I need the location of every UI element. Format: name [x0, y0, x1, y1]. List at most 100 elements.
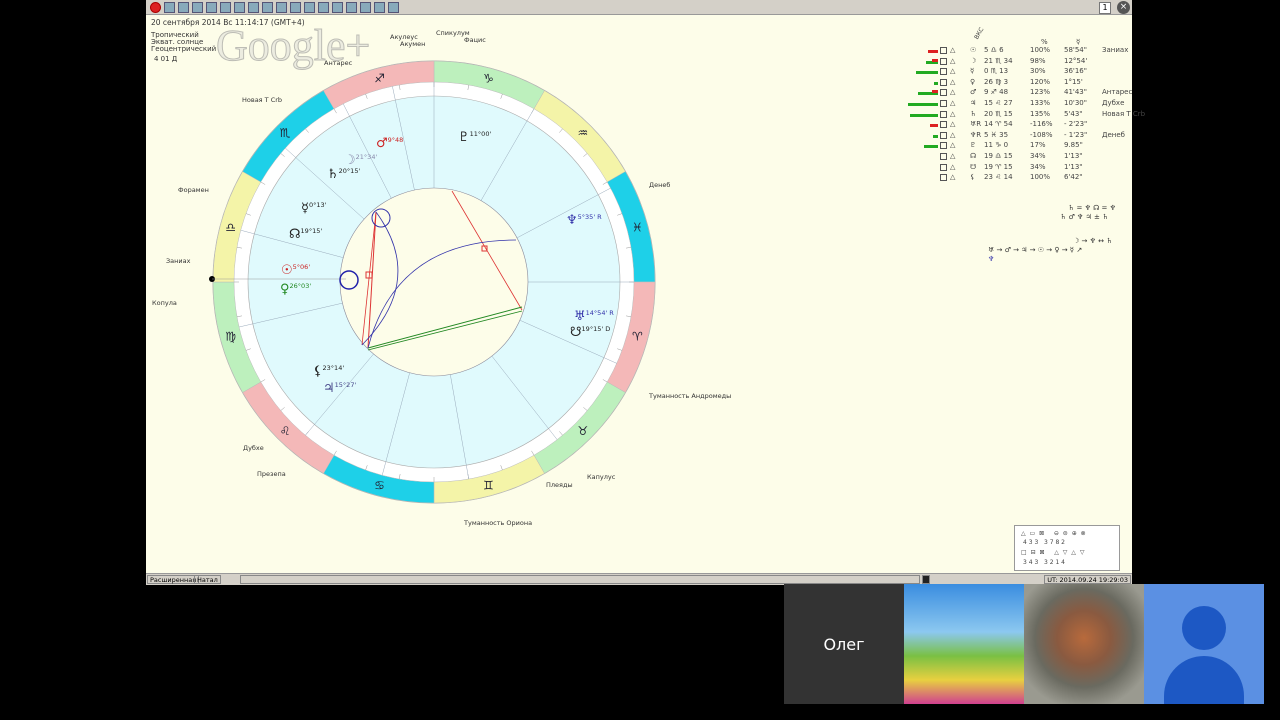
edit-icon[interactable] [248, 1, 259, 13]
degree-tick [559, 431, 563, 436]
table-row[interactable]: △ ☋ 19 ♈ 15 34% 1'13" [906, 163, 1136, 173]
planet-glyph: ⚸ [970, 173, 976, 182]
menu-icon[interactable] [164, 1, 175, 13]
participant-tile[interactable]: Олег [784, 584, 904, 704]
house-cusp-line [342, 103, 392, 199]
zodiac-sign-glyph: ♊ [483, 478, 494, 492]
planet-degree: 21°34' [355, 153, 378, 161]
degree-tick [236, 247, 243, 249]
zodiac-sign-glyph: ♓ [632, 221, 643, 235]
aspect-line [367, 306, 523, 349]
zodiac-sign-segment [323, 60, 435, 110]
shield-icon[interactable] [262, 1, 273, 13]
planet-marker[interactable]: ♇11°00' [458, 130, 491, 145]
planet-percent: 133% [1030, 99, 1051, 107]
table-row[interactable]: △ ⚸ 23 ♌ 14 100% 6'42" [906, 173, 1136, 183]
status-bar: Расширенная Натал UT: 2014.09.24 19:29:0… [146, 573, 1132, 585]
planet-position: 23 ♌ 14 [984, 173, 1013, 182]
aspect-box-icon [940, 89, 947, 97]
degree-tick [333, 108, 337, 114]
planet-glyph: ☽ [970, 56, 977, 65]
aspect-box-icon [940, 121, 947, 129]
planet-marker[interactable]: ♅14°54' R [574, 309, 614, 324]
fixed-star: Новая Т Crb [1102, 109, 1146, 118]
table-row[interactable]: △ ♀ 26 ♍ 3 120% 1°15' [906, 78, 1136, 88]
stop-icon[interactable] [150, 1, 161, 13]
close-button[interactable]: × [1117, 1, 1130, 14]
chart2-icon[interactable] [220, 1, 231, 13]
planet-marker[interactable]: ♂9°48 [376, 136, 403, 151]
globe-icon[interactable] [178, 1, 189, 13]
house-cusp-line [240, 229, 344, 258]
table-row[interactable]: △ ♅R 14 ♈ 54 -116% - 2'23" [906, 120, 1136, 130]
planet-marker[interactable]: ☿0°13' [301, 201, 326, 216]
planet-glyph: ♆ [566, 213, 578, 228]
tools-icon[interactable] [360, 1, 371, 13]
table-row[interactable]: △ ☉ 5 ♎ 6 100% 58'54" Заниах [906, 46, 1136, 56]
planet-orb: 36'16" [1064, 67, 1087, 76]
page-number[interactable]: 1 [1099, 1, 1111, 14]
aspect-box-icon [940, 68, 947, 76]
aspect-icon[interactable] [346, 1, 357, 13]
participant-default-avatar[interactable] [1144, 584, 1264, 704]
strength-bar [932, 90, 938, 94]
planet-glyph: ♄ [970, 109, 977, 118]
zodiac-sign-glyph: ♐ [374, 72, 385, 86]
participant-avatar-image[interactable] [904, 584, 1024, 704]
star-label: Денеб [649, 181, 671, 189]
triangle-icon: △ [950, 152, 956, 160]
table-row[interactable]: △ ☽ 21 ♏ 34 98% 12°54' [906, 57, 1136, 67]
warning-icon[interactable] [374, 1, 385, 13]
planet-degree: 14°54' R [585, 309, 614, 317]
planet-marker[interactable]: ☊19°15' [289, 227, 322, 242]
heart-icon[interactable] [192, 1, 203, 13]
grid-icon[interactable] [290, 1, 301, 13]
list-icon[interactable] [332, 1, 343, 13]
table-icon[interactable] [234, 1, 245, 13]
planet-marker[interactable]: ♄20°15' [327, 167, 360, 182]
planet-percent: 34% [1030, 152, 1046, 160]
aspect-box-icon [940, 110, 947, 118]
planet-marker[interactable]: ☽21°34' [344, 153, 377, 168]
planet-glyph: ☋ [570, 325, 582, 340]
table-row[interactable]: △ ♆R 5 ♓ 35 -108% - 1'23" Денеб [906, 131, 1136, 141]
aspect-arc [361, 211, 399, 346]
planet-orb: - 2'23" [1064, 120, 1088, 129]
table-row[interactable]: △ ♇ 11 ♑ 0 17% 9.85" [906, 141, 1136, 151]
strength-bar [930, 124, 938, 128]
table-row[interactable]: △ ☿ 0 ♏ 13 30% 36'16" [906, 67, 1136, 77]
degree-tick [305, 128, 309, 133]
participant-avatar-image[interactable] [1024, 584, 1144, 704]
star-label: Спикулум [436, 29, 470, 37]
chart-icon[interactable] [206, 1, 217, 13]
table-row[interactable]: △ ☊ 19 ♎ 15 34% 1'13" [906, 152, 1136, 162]
zodiac-sign-glyph: ♎ [225, 221, 236, 235]
planet-position: 15 ♌ 27 [984, 99, 1013, 107]
table-row[interactable]: △ ♄ 20 ♏ 15 135% 5'43" Новая Т Crb [906, 109, 1145, 120]
chart-date: 20 сентября 2014 Вс 11:14:17 (GMT+4) [151, 18, 305, 27]
table-row[interactable]: △ ♂ 9 ♐ 48 123% 41'43" Антарес [906, 88, 1136, 98]
triangle-icon: △ [950, 141, 956, 150]
planet-glyph: ♀ [280, 282, 290, 297]
planet-marker[interactable]: ♀26°03' [280, 282, 311, 297]
calendar-icon[interactable] [304, 1, 315, 13]
planet-marker[interactable]: ♃15°27' [323, 381, 356, 396]
planet-degree: 23°14' [322, 364, 345, 372]
planet-marker[interactable]: ♆5°35' R [566, 213, 602, 228]
table-row[interactable]: △ ♃ 15 ♌ 27 133% 10'30" Дубхе [906, 99, 1136, 109]
house-system: Экват. солнце [151, 38, 204, 46]
planet-position: 11 ♑ 0 [984, 141, 1009, 150]
aspect-counts: 4 3 3 3 7 8 2 [1023, 539, 1065, 546]
star-label: Фацис [464, 36, 486, 44]
planet-glyph: ♂ [376, 136, 388, 151]
toolbar: 1 × [146, 0, 1132, 15]
planet-marker[interactable]: ⚸23°14' [313, 364, 344, 379]
map-icon[interactable] [318, 1, 329, 13]
planet-marker[interactable]: ☉5°06' [281, 263, 310, 278]
signal-icon[interactable] [388, 1, 399, 13]
planet-marker[interactable]: ☋19°15' D [570, 325, 610, 340]
planet-percent: 100% [1030, 46, 1051, 54]
window-icon[interactable] [276, 1, 287, 13]
planet-glyph: ♇ [970, 141, 977, 150]
aspect-circle [371, 208, 391, 228]
